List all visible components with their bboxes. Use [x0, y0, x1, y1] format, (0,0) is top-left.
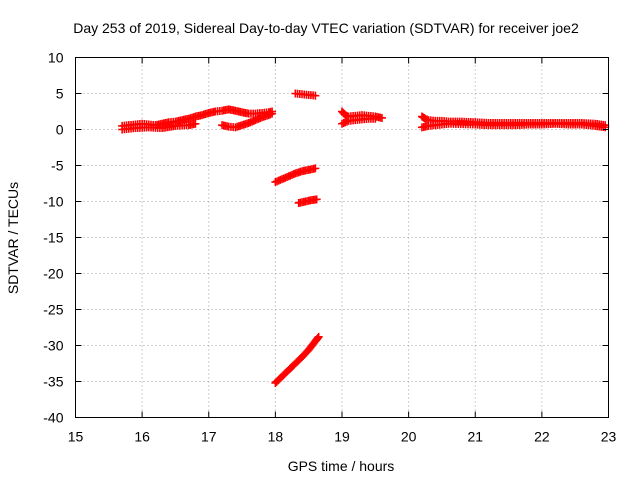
series-arc-2	[218, 109, 277, 132]
chart-title: Day 253 of 2019, Sidereal Day-to-day VTE…	[73, 20, 579, 36]
x-tick-label: 20	[401, 429, 417, 445]
x-axis-title: GPS time / hours	[288, 458, 395, 474]
series-arc-1-lower	[118, 119, 200, 134]
x-tick-label: 19	[334, 429, 350, 445]
data-point	[311, 164, 320, 173]
x-tick-label: 16	[134, 429, 150, 445]
data-point	[268, 109, 277, 118]
y-tick-label: -5	[51, 158, 64, 174]
data-point	[191, 119, 200, 128]
data-point	[314, 332, 323, 341]
x-tick-label: 21	[467, 429, 483, 445]
tick-layer: 15 16 17 18 19 20 21 22 23 10 5 0 -5 -10 -15 -20 -25 -30 -…	[43, 50, 616, 445]
y-axis-title: SDTVAR / TECUs	[5, 182, 21, 294]
x-tick-label: 22	[534, 429, 550, 445]
y-tick-label: 5	[56, 86, 64, 102]
y-tick-label: -30	[43, 338, 63, 354]
data-point	[312, 195, 321, 204]
data-point	[601, 123, 610, 132]
y-tick-label: -35	[43, 374, 63, 390]
x-tick-label: 23	[601, 429, 617, 445]
x-tick-label: 17	[201, 429, 217, 445]
y-tick-label: -40	[43, 410, 63, 426]
y-tick-label: -20	[43, 266, 63, 282]
series-arc-7-lower	[338, 114, 380, 128]
series-arc-4	[271, 164, 320, 187]
grid-layer	[75, 57, 609, 418]
y-tick-label: 0	[56, 122, 64, 138]
series-arc-8-lower	[417, 119, 610, 132]
x-tick-label: 15	[68, 429, 84, 445]
y-tick-label: -15	[43, 230, 63, 246]
data-point	[371, 114, 380, 123]
y-tick-label: -10	[43, 194, 63, 210]
data-point	[311, 91, 320, 100]
series-arc-5	[294, 195, 321, 207]
y-tick-label: -25	[43, 302, 63, 318]
data-layer	[118, 89, 610, 387]
series-arc-6	[271, 332, 323, 387]
series-arc-3	[291, 89, 320, 100]
y-tick-label: 10	[48, 50, 64, 66]
data-point	[313, 333, 322, 342]
x-tick-label: 18	[268, 429, 284, 445]
